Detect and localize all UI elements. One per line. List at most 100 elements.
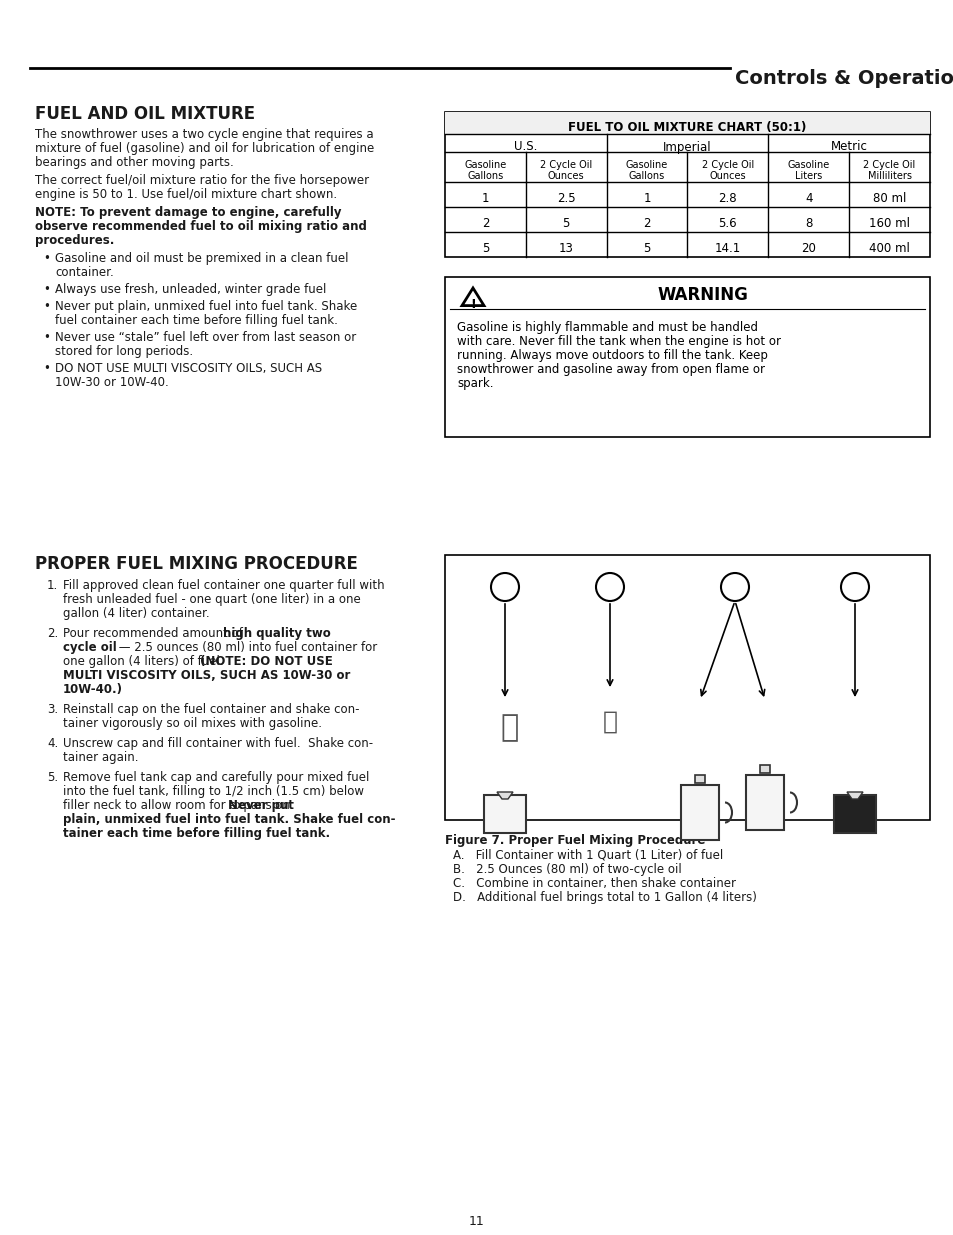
Text: mixture of fuel (gasoline) and oil for lubrication of engine: mixture of fuel (gasoline) and oil for l… xyxy=(35,142,374,156)
Text: 13: 13 xyxy=(558,242,573,254)
Text: procedures.: procedures. xyxy=(35,233,114,247)
Text: 400 ml: 400 ml xyxy=(868,242,909,254)
Text: 2 Cycle Oil: 2 Cycle Oil xyxy=(701,161,753,170)
Text: Gallons: Gallons xyxy=(628,170,664,182)
Text: 160 ml: 160 ml xyxy=(868,217,909,230)
Text: Liters: Liters xyxy=(794,170,821,182)
Bar xyxy=(695,776,704,783)
Text: gallon (4 liter) container.: gallon (4 liter) container. xyxy=(63,606,210,620)
Text: into the fuel tank, filling to 1/2 inch (1.5 cm) below: into the fuel tank, filling to 1/2 inch … xyxy=(63,785,364,798)
Text: MULTI VISCOSITY OILS, SUCH AS 10W-30 or: MULTI VISCOSITY OILS, SUCH AS 10W-30 or xyxy=(63,669,350,682)
Text: 1.: 1. xyxy=(47,579,58,592)
Text: D: D xyxy=(849,585,860,599)
Circle shape xyxy=(596,573,623,601)
Text: The correct fuel/oil mixture ratio for the five horsepower: The correct fuel/oil mixture ratio for t… xyxy=(35,174,369,186)
Text: FUEL AND OIL MIXTURE: FUEL AND OIL MIXTURE xyxy=(35,105,254,124)
Text: C: C xyxy=(729,585,740,599)
Text: Reinstall cap on the fuel container and shake con-: Reinstall cap on the fuel container and … xyxy=(63,703,359,716)
Text: — 2.5 ounces (80 ml) into fuel container for: — 2.5 ounces (80 ml) into fuel container… xyxy=(115,641,376,655)
Text: Ounces: Ounces xyxy=(547,170,584,182)
Text: D.   Additional fuel brings total to 1 Gallon (4 liters): D. Additional fuel brings total to 1 Gal… xyxy=(453,890,756,904)
Text: 5.6: 5.6 xyxy=(718,217,737,230)
Text: Imperial: Imperial xyxy=(662,141,711,153)
Text: FUEL TO OIL MIXTURE CHART (50:1): FUEL TO OIL MIXTURE CHART (50:1) xyxy=(568,121,806,133)
Text: fresh unleaded fuel - one quart (one liter) in a one: fresh unleaded fuel - one quart (one lit… xyxy=(63,593,360,606)
Text: 1: 1 xyxy=(481,191,489,205)
Text: Figure 7. Proper Fuel Mixing Procedure: Figure 7. Proper Fuel Mixing Procedure xyxy=(444,834,704,847)
Text: 🛢: 🛢 xyxy=(500,713,518,742)
Bar xyxy=(444,112,929,135)
Text: Ounces: Ounces xyxy=(709,170,745,182)
Text: NOTE: To prevent damage to engine, carefully: NOTE: To prevent damage to engine, caref… xyxy=(35,206,341,219)
Text: Metric: Metric xyxy=(830,141,866,153)
Text: •: • xyxy=(43,252,50,266)
Text: U.S.: U.S. xyxy=(514,141,537,153)
Text: Never use “stale” fuel left over from last season or: Never use “stale” fuel left over from la… xyxy=(55,331,355,345)
Text: tainer each time before filling fuel tank.: tainer each time before filling fuel tan… xyxy=(63,827,330,840)
Text: running. Always move outdoors to fill the tank. Keep: running. Always move outdoors to fill th… xyxy=(456,350,767,362)
Text: DO NOT USE MULTI VISCOSITY OILS, SUCH AS: DO NOT USE MULTI VISCOSITY OILS, SUCH AS xyxy=(55,362,322,375)
Text: high quality two: high quality two xyxy=(223,627,331,640)
Text: Never put plain, unmixed fuel into fuel tank. Shake: Never put plain, unmixed fuel into fuel … xyxy=(55,300,356,312)
Text: 5: 5 xyxy=(642,242,650,254)
Text: 14.1: 14.1 xyxy=(714,242,740,254)
Text: bearings and other moving parts.: bearings and other moving parts. xyxy=(35,156,233,169)
Bar xyxy=(760,764,769,773)
Text: 2.8: 2.8 xyxy=(718,191,737,205)
Text: A.   Fill Container with 1 Quart (1 Liter) of fuel: A. Fill Container with 1 Quart (1 Liter)… xyxy=(453,848,722,862)
Text: Pour recommended amount of: Pour recommended amount of xyxy=(63,627,247,640)
Text: tainer again.: tainer again. xyxy=(63,751,138,764)
Text: !: ! xyxy=(470,298,476,310)
Text: 11: 11 xyxy=(469,1215,484,1228)
Text: 1: 1 xyxy=(642,191,650,205)
Text: •: • xyxy=(43,300,50,312)
Text: 5: 5 xyxy=(481,242,489,254)
Circle shape xyxy=(720,573,748,601)
Bar xyxy=(444,555,929,820)
Text: 10W-30 or 10W-40.: 10W-30 or 10W-40. xyxy=(55,375,169,389)
Text: filler neck to allow room for expansion.: filler neck to allow room for expansion. xyxy=(63,799,297,811)
Text: stored for long periods.: stored for long periods. xyxy=(55,345,193,358)
Polygon shape xyxy=(846,792,862,799)
Circle shape xyxy=(491,573,518,601)
Text: 20: 20 xyxy=(801,242,816,254)
Text: Gasoline: Gasoline xyxy=(625,161,667,170)
Bar xyxy=(680,785,719,840)
Text: 🛢: 🛢 xyxy=(602,710,617,734)
Text: PROPER FUEL MIXING PROCEDURE: PROPER FUEL MIXING PROCEDURE xyxy=(35,555,357,573)
Text: with care. Never fill the tank when the engine is hot or: with care. Never fill the tank when the … xyxy=(456,335,781,348)
Text: engine is 50 to 1. Use fuel/oil mixture chart shown.: engine is 50 to 1. Use fuel/oil mixture … xyxy=(35,188,336,201)
Text: tainer vigorously so oil mixes with gasoline.: tainer vigorously so oil mixes with gaso… xyxy=(63,718,322,730)
Text: snowthrower and gasoline away from open flame or: snowthrower and gasoline away from open … xyxy=(456,363,764,375)
Text: B: B xyxy=(604,585,614,599)
Text: 10W-40.): 10W-40.) xyxy=(63,683,123,697)
Bar xyxy=(444,112,929,257)
Text: one gallon (4 liters) of fuel.: one gallon (4 liters) of fuel. xyxy=(63,655,227,668)
Bar xyxy=(745,776,783,830)
Text: Gasoline is highly flammable and must be handled: Gasoline is highly flammable and must be… xyxy=(456,321,758,333)
Text: 5.: 5. xyxy=(47,771,58,784)
Text: container.: container. xyxy=(55,266,113,279)
Text: C.   Combine in container, then shake container: C. Combine in container, then shake cont… xyxy=(453,877,735,890)
Text: Gasoline and oil must be premixed in a clean fuel: Gasoline and oil must be premixed in a c… xyxy=(55,252,348,266)
Text: WARNING: WARNING xyxy=(657,287,747,304)
Text: A: A xyxy=(499,585,509,599)
Text: Never put: Never put xyxy=(228,799,294,811)
Text: Milliliters: Milliliters xyxy=(866,170,911,182)
Text: 4.: 4. xyxy=(47,737,58,750)
Text: Unscrew cap and fill container with fuel.  Shake con-: Unscrew cap and fill container with fuel… xyxy=(63,737,373,750)
Polygon shape xyxy=(497,792,513,799)
Text: 2: 2 xyxy=(481,217,489,230)
Text: Gallons: Gallons xyxy=(467,170,503,182)
Text: 4: 4 xyxy=(804,191,812,205)
Bar xyxy=(444,277,929,437)
Text: cycle oil: cycle oil xyxy=(63,641,116,655)
Text: 2: 2 xyxy=(642,217,650,230)
Text: fuel container each time before filling fuel tank.: fuel container each time before filling … xyxy=(55,314,337,327)
Text: B.   2.5 Ounces (80 ml) of two-cycle oil: B. 2.5 Ounces (80 ml) of two-cycle oil xyxy=(453,863,681,876)
Text: Gasoline: Gasoline xyxy=(464,161,506,170)
Text: 80 ml: 80 ml xyxy=(872,191,905,205)
Text: plain, unmixed fuel into fuel tank. Shake fuel con-: plain, unmixed fuel into fuel tank. Shak… xyxy=(63,813,395,826)
Text: (NOTE: DO NOT USE: (NOTE: DO NOT USE xyxy=(200,655,333,668)
Text: Remove fuel tank cap and carefully pour mixed fuel: Remove fuel tank cap and carefully pour … xyxy=(63,771,369,784)
